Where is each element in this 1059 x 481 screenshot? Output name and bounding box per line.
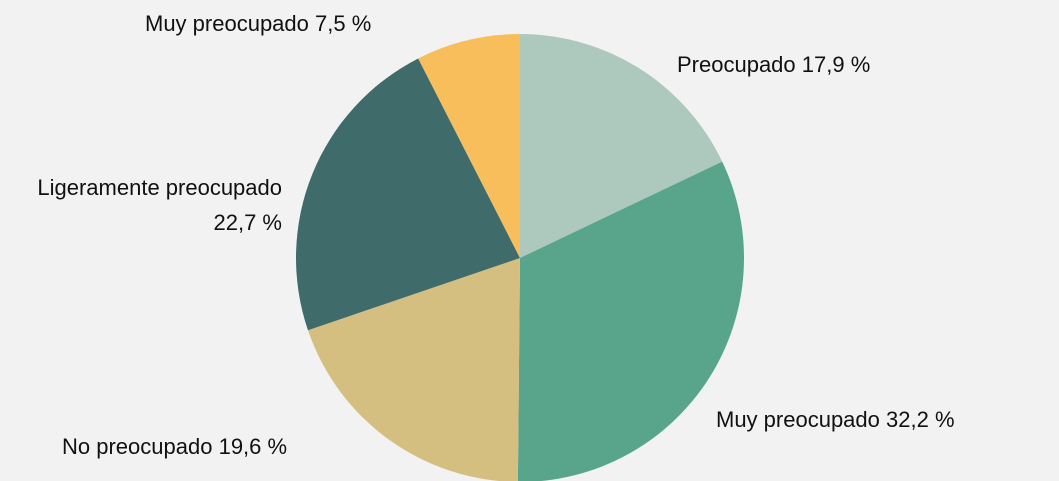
value-label: 7,5 % xyxy=(315,11,372,36)
slice-label: Preocupado 17,9 % xyxy=(677,47,870,82)
category-label: No preocupado xyxy=(62,434,213,459)
category-label: Ligeramente preocupado xyxy=(37,175,282,200)
value-label: 19,6 % xyxy=(218,434,288,459)
pie-slice xyxy=(307,258,520,481)
slice-label: Muy preocupado 7,5 % xyxy=(145,6,371,41)
slice-label: Ligeramente preocupado 22,7 % xyxy=(12,170,282,240)
category-label: Muy preocupado xyxy=(716,407,880,432)
value-label: 17,9 % xyxy=(801,52,871,77)
slice-label: Muy preocupado 32,2 % xyxy=(716,402,955,437)
slice-label: No preocupado 19,6 % xyxy=(62,429,287,464)
value-label: 22,7 % xyxy=(213,210,283,235)
value-label: 32,2 % xyxy=(886,407,955,432)
category-label: Muy preocupado xyxy=(145,11,309,36)
pie-slice xyxy=(520,34,723,258)
pie-slice xyxy=(418,34,520,258)
category-label: Preocupado xyxy=(677,52,796,77)
pie-slice xyxy=(296,58,520,331)
pie-slice xyxy=(517,161,744,481)
